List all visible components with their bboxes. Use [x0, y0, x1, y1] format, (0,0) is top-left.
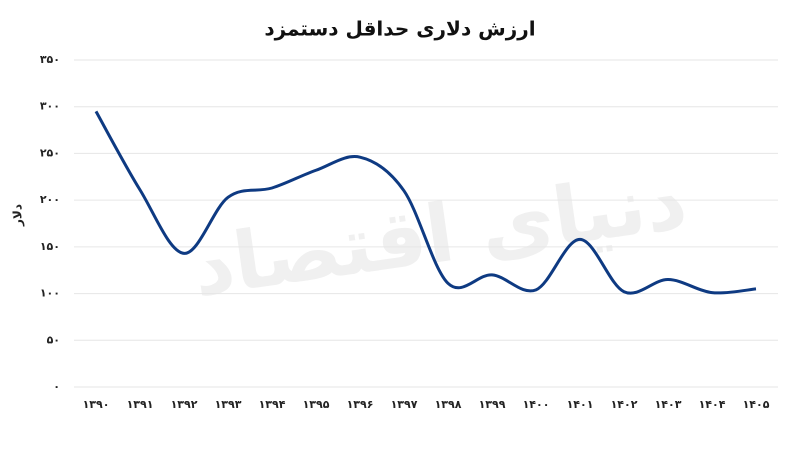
x-tick-label: ۱۴۰۱: [567, 398, 594, 411]
x-tick-label: ۱۳۹۵: [303, 398, 330, 411]
x-tick-label: ۱۴۰۴: [699, 398, 726, 411]
x-tick-label: ۱۳۹۰: [83, 398, 110, 411]
x-tick-label: ۱۳۹۷: [391, 398, 418, 411]
y-tick-label: ۳۰۰: [40, 100, 60, 113]
y-axis-label: دلار: [11, 204, 25, 227]
x-tick-label: ۱۴۰۲: [611, 398, 638, 411]
x-tick-label: ۱۳۹۹: [479, 398, 506, 411]
y-tick-label: ۱۰۰: [40, 287, 60, 300]
watermark: دنیای اقتصاد: [187, 153, 692, 314]
x-tick-label: ۱۳۹۸: [435, 398, 462, 411]
x-tick-label: ۱۳۹۶: [347, 398, 374, 411]
x-tick-label: ۱۴۰۰: [523, 398, 550, 411]
chart-title: ارزش دلاری حداقل دستمزد: [264, 17, 535, 41]
y-tick-label: ۱۵۰: [40, 240, 60, 253]
y-tick-label: ۵۰: [47, 333, 60, 346]
x-tick-label: ۱۳۹۴: [259, 398, 286, 411]
x-tick-label: ۱۳۹۳: [215, 398, 242, 411]
data-line: [94, 110, 757, 295]
y-tick-label: ۳۵۰: [40, 53, 60, 66]
x-tick-label: ۱۴۰۵: [743, 398, 770, 411]
y-tick-label: ۲۰۰: [40, 193, 60, 206]
y-tick-label: ۰: [53, 380, 60, 393]
x-tick-label: ۱۳۹۱: [127, 398, 154, 411]
x-tick-label: ۱۳۹۲: [171, 398, 198, 411]
x-tick-label: ۱۴۰۳: [655, 398, 682, 411]
y-tick-label: ۲۵۰: [40, 146, 60, 159]
